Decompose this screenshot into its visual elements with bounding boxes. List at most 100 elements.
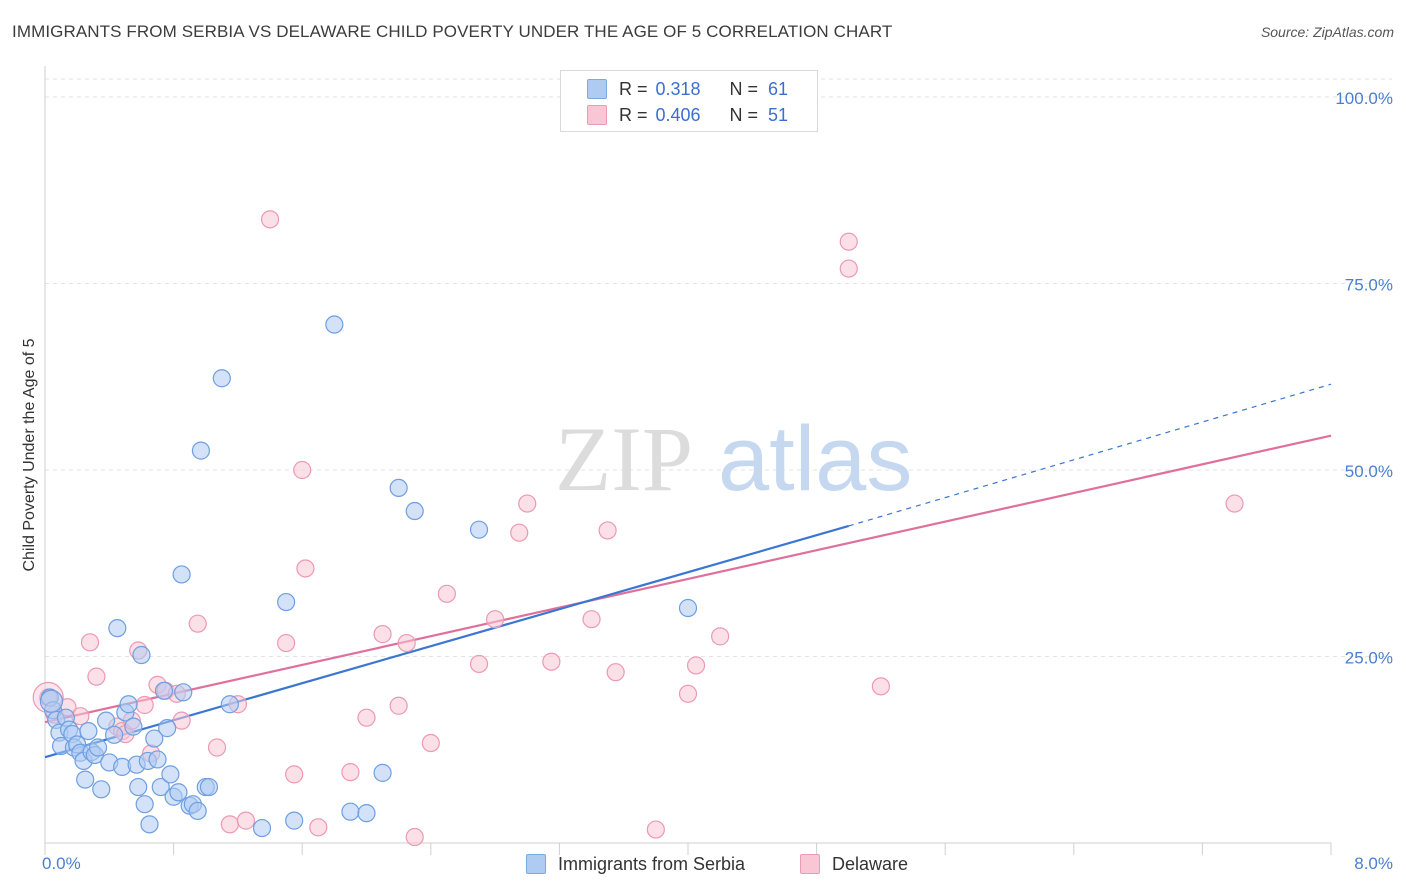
point-serbia — [174, 683, 193, 702]
point-serbia — [140, 815, 159, 834]
point-delaware — [405, 827, 424, 847]
point-delaware — [260, 210, 280, 229]
legend-r-label: R = — [619, 78, 648, 99]
point-delaware — [277, 633, 296, 653]
point-delaware — [207, 738, 227, 757]
point-serbia — [135, 795, 154, 814]
x-tick-label-max: 8.0% — [1354, 854, 1393, 873]
point-serbia — [220, 695, 239, 714]
legend-r-label: R = — [619, 104, 648, 125]
legend-label-delaware: Delaware — [832, 853, 909, 874]
point-serbia — [199, 777, 219, 797]
watermark: ZIP atlas — [555, 408, 912, 510]
point-serbia — [405, 501, 424, 521]
point-delaware — [839, 259, 858, 278]
point-delaware — [598, 521, 617, 540]
point-serbia — [124, 717, 143, 736]
point-delaware — [188, 614, 207, 633]
point-serbia — [148, 750, 167, 769]
chart-title: IMMIGRANTS FROM SERBIA VS DELAWARE CHILD… — [12, 22, 893, 41]
legend-row-serbia: R = 0.318 N = 61 — [587, 77, 789, 101]
point-serbia — [212, 369, 231, 388]
point-delaware — [87, 667, 106, 686]
y-tick-label: 75.0% — [1345, 276, 1393, 295]
watermark-zip: ZIP — [555, 408, 693, 510]
point-delaware — [678, 684, 698, 703]
point-serbia — [105, 725, 124, 744]
point-serbia — [129, 777, 148, 797]
legend-n-label: N = — [729, 104, 759, 125]
y-tick-label: 100.0% — [1335, 89, 1393, 108]
series-serbia — [39, 315, 698, 838]
point-serbia — [373, 763, 392, 782]
point-delaware — [582, 610, 601, 629]
point-delaware — [373, 625, 392, 644]
watermark-atlas: atlas — [718, 408, 912, 510]
point-serbia — [357, 804, 376, 823]
point-delaware — [293, 460, 312, 480]
point-delaware — [510, 523, 529, 542]
legend-n-label: N = — [729, 78, 759, 99]
point-delaware — [135, 695, 154, 715]
legend-row-delaware: R = 0.406 N = 51 — [587, 103, 789, 127]
point-serbia — [252, 818, 272, 838]
point-delaware — [646, 820, 665, 839]
y-tick-labels: 100.0% 75.0% 50.0% 25.0% — [1335, 89, 1393, 668]
point-serbia — [389, 478, 408, 498]
trend-line-serbia-projection — [848, 383, 1332, 527]
point-delaware — [711, 627, 730, 646]
legend-swatch-delaware — [587, 105, 607, 125]
point-delaware — [518, 494, 537, 513]
point-serbia — [76, 770, 95, 789]
point-delaware — [606, 663, 625, 682]
point-serbia — [277, 592, 296, 612]
legend-r-value: 0.406 — [655, 104, 701, 125]
point-serbia — [88, 738, 108, 757]
point-serbia — [161, 765, 180, 784]
point-delaware — [389, 696, 408, 715]
point-serbia — [154, 681, 174, 700]
point-serbia — [119, 695, 138, 714]
point-delaware — [469, 654, 489, 674]
point-delaware — [437, 584, 456, 603]
point-serbia — [158, 719, 177, 738]
point-delaware — [486, 610, 505, 629]
point-serbia — [132, 645, 151, 665]
chart-source: Source: ZipAtlas.com — [1260, 24, 1394, 40]
point-delaware — [309, 818, 328, 837]
point-serbia — [108, 619, 127, 638]
legend-n-value: 61 — [768, 78, 789, 99]
point-delaware — [285, 765, 304, 784]
point-delaware — [236, 811, 256, 830]
y-axis-label: Child Poverty Under the Age of 5 — [21, 338, 38, 571]
point-serbia — [188, 801, 207, 821]
point-serbia — [96, 711, 116, 730]
legend-item-serbia[interactable]: Immigrants from Serbia — [526, 852, 745, 876]
legend-swatch-delaware — [800, 854, 820, 874]
point-delaware — [341, 763, 360, 782]
trend-line-delaware — [44, 434, 1332, 724]
point-serbia — [145, 729, 164, 748]
point-serbia — [79, 721, 98, 741]
legend-label-serbia: Immigrants from Serbia — [558, 853, 746, 874]
correlation-legend: R = 0.318 N = 61 R = 0.406 N = 51 — [560, 70, 818, 132]
point-serbia — [285, 811, 304, 830]
point-serbia — [172, 565, 191, 584]
point-serbia-cluster — [39, 689, 64, 713]
point-serbia — [92, 780, 111, 799]
point-delaware — [397, 633, 416, 653]
point-delaware — [357, 708, 376, 727]
point-serbia — [325, 315, 344, 334]
y-tick-label: 50.0% — [1345, 462, 1393, 481]
point-delaware — [80, 633, 100, 652]
x-tick-label-min: 0.0% — [42, 854, 81, 873]
legend-n-value: 51 — [768, 104, 789, 125]
point-serbia — [341, 802, 360, 821]
grid-lines — [45, 78, 1392, 657]
point-delaware — [871, 677, 891, 696]
legend-r-value: 0.318 — [655, 78, 701, 99]
legend-item-delaware[interactable]: Delaware — [800, 852, 908, 876]
point-serbia — [151, 777, 170, 797]
legend-swatch-serbia — [587, 79, 607, 99]
